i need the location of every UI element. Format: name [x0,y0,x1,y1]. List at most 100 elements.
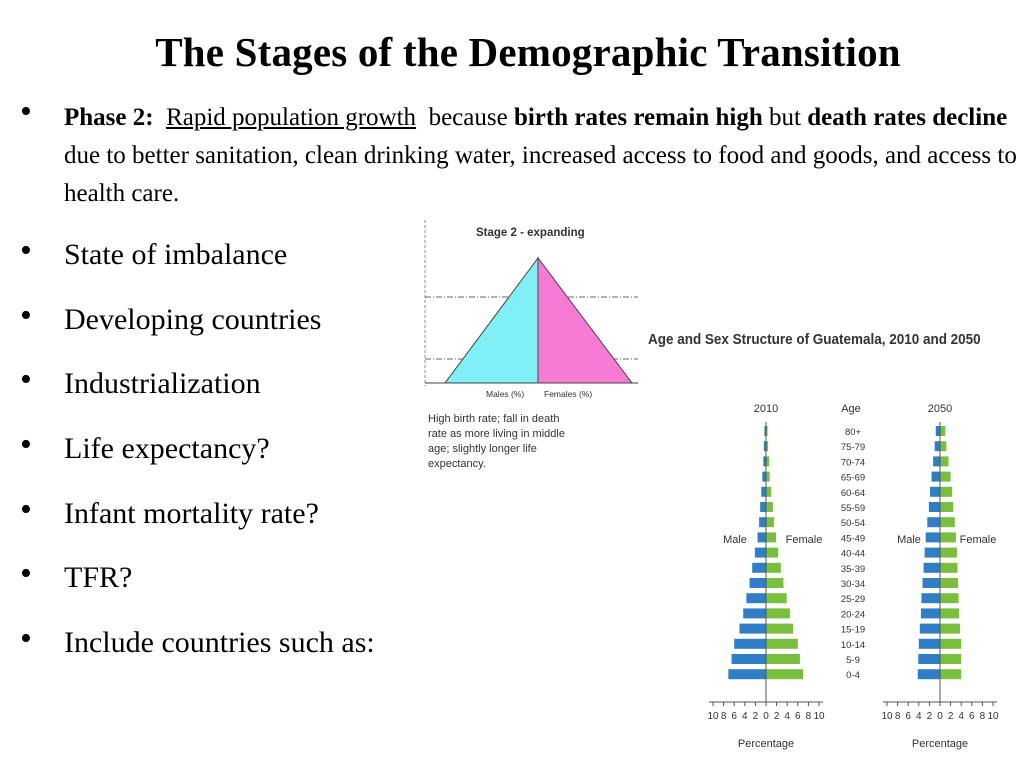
male-bar [754,547,766,558]
female-bar [766,471,770,482]
age-label: 75-79 [841,442,865,453]
male-bar [728,669,766,680]
diagram-title: Stage 2 - expanding [476,227,585,239]
phase-label: Phase 2: [64,104,154,131]
x-tick-label: 10 [813,711,825,722]
male-bar [752,562,766,573]
x-tick-label: 2 [927,711,933,722]
male-bar [925,532,940,543]
x-tick-label: 10 [707,711,719,722]
male-bar [924,547,940,558]
x-tick-label: 4 [742,711,748,722]
x-tick-label: 10 [987,711,999,722]
chart-title: Age and Sex Structure of Guatemala, 2010… [648,331,981,348]
female-bar [940,547,957,558]
female-bar [940,426,946,436]
female-bar [940,456,949,467]
female-bar [766,456,770,467]
female-bar [766,547,779,558]
age-label: 20-24 [841,609,865,620]
female-bar [766,426,768,436]
age-label: 30-34 [841,579,865,590]
female-bar [940,654,962,664]
age-label: 10-14 [841,640,865,651]
bullet-item: Infant mortality rate? [64,497,319,530]
age-label: 60-64 [841,488,865,499]
female-bar [940,608,960,619]
male-bar [923,562,940,573]
male-bar [922,578,940,588]
male-label: Male [897,534,921,546]
age-header: Age [841,403,861,415]
female-bar [940,532,956,543]
female-bar [940,502,954,512]
female-bar [766,669,804,680]
x-tick-label: 8 [721,711,727,722]
female-label: Female [960,534,997,546]
female-bar [940,593,959,604]
diagram-caption-line: expectancy. [428,458,486,470]
phase-text-1: because [428,104,508,131]
age-label: 45-49 [841,533,865,544]
male-bar [918,654,940,664]
female-bar [766,517,774,528]
x-tick-label: 8 [980,711,986,722]
male-bar [934,441,940,452]
bullet-item: TFR? [64,561,133,594]
male-bar [918,638,940,649]
bullet-dot: • [20,426,32,463]
stage-2-diagram: Stage 2 - expanding Males (%) Females (%… [422,216,638,480]
age-label: 80+ [845,427,862,438]
panel-year: 2050 [928,403,952,415]
x-tick-label: 6 [731,711,737,722]
bullet-item: Include countries such as: [64,626,375,659]
age-label: 65-69 [841,473,865,484]
bullet-dot: • [20,555,32,592]
male-bar [933,456,940,467]
females-label: Females (%) [544,389,592,399]
x-tick-label: 0 [937,711,943,722]
males-label: Males (%) [486,389,524,399]
x-tick-label: 2 [774,711,780,722]
male-bar [761,486,766,497]
male-bar [731,654,766,664]
x-tick-label: 0 [763,711,769,722]
x-tick-label: 2 [948,711,954,722]
age-label: 70-74 [841,457,865,468]
female-bar [940,441,947,452]
male-bar [929,486,940,497]
female-bar [766,638,798,649]
diagram-caption-line: High birth rate; fall in death [428,413,559,425]
x-tick-label: 4 [784,711,790,722]
x-tick-label: 6 [969,711,975,722]
phase-bold-2: death rates decline [807,104,1008,131]
female-bar [940,623,961,634]
phase-paragraph: Phase 2: Rapid population growth because… [64,99,1024,213]
age-label: 0-4 [846,670,860,681]
bullet-dot: • [20,361,32,398]
female-bar [766,441,769,452]
age-label: 35-39 [841,564,865,575]
male-bar [760,502,766,512]
bullet-dot: • [20,297,32,334]
female-bar [940,471,951,482]
pyramid-bars: Age 80+ 75-79 70-74 65-69 60-64 55-59 50-54 45-4… [707,403,999,750]
x-tick-label: 8 [895,711,901,722]
male-label: Male [723,534,747,546]
x-tick-label: 8 [806,711,812,722]
male-bar [734,638,766,649]
female-bar [766,578,784,588]
male-bar [743,608,766,619]
female-bar [766,532,777,543]
female-label: Female [786,534,823,546]
x-tick-label: 10 [881,711,893,722]
diagram-caption-line: age; slightly longer life [428,443,537,455]
bullet-dot: • [20,93,32,130]
male-bar [763,441,766,452]
x-tick-label: 4 [916,711,922,722]
bullet-item: Life expectancy? [64,432,270,465]
bullet-item: State of imbalance [64,238,288,271]
phase-text-3: due to better sanitation, clean drinking… [64,142,1017,207]
male-bar [927,517,940,528]
male-bar [931,471,940,482]
